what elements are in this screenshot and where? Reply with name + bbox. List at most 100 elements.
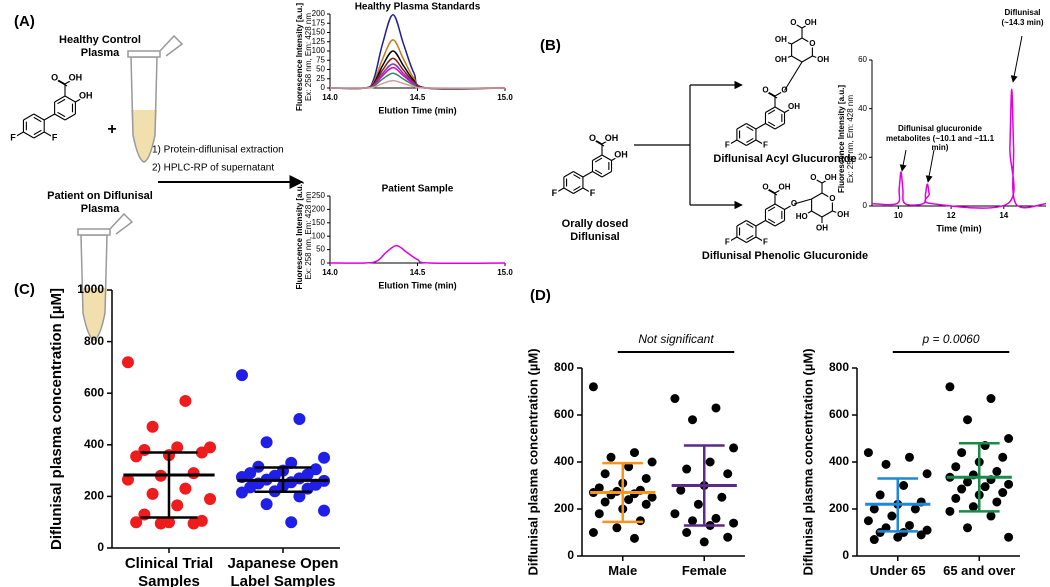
data-point: [588, 528, 598, 537]
y-tick-label: 400: [829, 454, 849, 468]
bond: [54, 113, 66, 121]
bond: [755, 236, 766, 243]
annotation: p = 0.0060: [921, 332, 979, 346]
y-tick-label: 100: [312, 46, 326, 55]
bond: [801, 55, 813, 63]
bond: [821, 177, 831, 184]
x-axis-label: Elution Time (min): [378, 280, 456, 290]
bond: [746, 234, 754, 240]
data-point: [881, 459, 891, 469]
data-point: [904, 520, 914, 530]
data-point: [998, 452, 1008, 462]
bond: [727, 236, 738, 243]
atom-label: F: [763, 238, 768, 247]
bond: [765, 220, 776, 227]
data-point: [624, 495, 634, 505]
bond: [601, 154, 612, 161]
annotation: Diflunisal glucuronide metabolites (~10.…: [885, 124, 995, 153]
atom-label: OH: [817, 55, 829, 64]
data-point: [187, 517, 200, 530]
atom-label: OH: [79, 90, 93, 100]
bond: [767, 189, 778, 196]
x-tick-label: Japanese Open Label Samples: [227, 555, 339, 587]
bond: [33, 116, 42, 123]
data-point: [869, 535, 879, 545]
bond: [774, 203, 785, 210]
bond: [765, 123, 776, 130]
data-point: [130, 450, 143, 463]
y-axis-label: Fluorescence Intensity [a.u.]: [295, 181, 304, 289]
bond: [592, 154, 603, 161]
y-tick-label: 600: [554, 407, 574, 421]
x-tick-label: 14.0: [322, 93, 338, 102]
bond: [594, 169, 603, 175]
data-point: [1004, 479, 1014, 489]
bond: [592, 138, 603, 145]
atom-label: F: [10, 132, 16, 142]
y-tick-label: 200: [829, 501, 849, 515]
atom-label: O: [809, 39, 815, 48]
data-point: [195, 446, 208, 459]
annotation: Diflunisal (~14.3 min): [1001, 8, 1044, 27]
bond: [767, 206, 776, 212]
data-point: [121, 473, 134, 486]
bond: [774, 90, 785, 97]
series-line: [871, 88, 1047, 209]
data-point: [121, 356, 134, 369]
bond: [57, 111, 66, 118]
data-point: [260, 436, 273, 449]
x-tick-label: 65 and over: [943, 563, 1016, 578]
bond: [791, 55, 803, 63]
bond: [767, 121, 776, 127]
y-tick-label: 50: [316, 245, 325, 254]
bond: [563, 171, 574, 178]
reaction-arrows: [634, 80, 743, 210]
chart-title: Healthy Plasma Standards: [355, 2, 481, 13]
bond: [767, 109, 776, 115]
bond: [23, 113, 35, 121]
data-point: [904, 452, 914, 462]
bond: [784, 106, 795, 113]
y-tick-label: 100: [312, 231, 326, 240]
y-tick-label: 200: [312, 205, 326, 214]
data-point: [235, 486, 248, 499]
x-tick-label: Under 65: [869, 563, 926, 578]
atom-label: F: [725, 238, 730, 247]
bond: [43, 113, 55, 121]
bond: [774, 220, 785, 227]
y-axis-label: Fluorescence Intensity [a.u.]: [837, 85, 846, 193]
bond: [601, 171, 612, 178]
bond: [54, 77, 66, 85]
panel-label: (D): [530, 287, 551, 304]
bond: [33, 129, 42, 136]
data-point: [670, 394, 680, 404]
y-tick-label: 250: [312, 191, 326, 200]
data-point: [682, 528, 692, 537]
data-point: [629, 448, 639, 458]
atom-label: O: [829, 194, 835, 203]
y-tick-label: 20: [858, 152, 867, 161]
x-tick-label: 14.0: [322, 268, 338, 277]
bond: [755, 220, 766, 227]
data-point: [957, 484, 967, 494]
atom-label: O: [762, 183, 768, 192]
panel-label: (A): [14, 13, 35, 30]
bond: [746, 126, 754, 132]
data-point: [875, 490, 885, 500]
bond: [793, 198, 812, 205]
y-tick-label: 200: [84, 489, 104, 503]
bond: [811, 210, 823, 218]
data-point: [688, 516, 698, 526]
data-point: [963, 523, 973, 533]
bond: [64, 77, 76, 85]
series-line: [329, 13, 506, 90]
chart-title: Patient Sample: [382, 184, 454, 195]
bond: [594, 157, 603, 163]
data-point: [863, 516, 873, 526]
data-point: [863, 448, 873, 458]
data-point: [893, 532, 903, 542]
bond: [573, 187, 584, 194]
y-tick-label: 50: [316, 65, 325, 74]
